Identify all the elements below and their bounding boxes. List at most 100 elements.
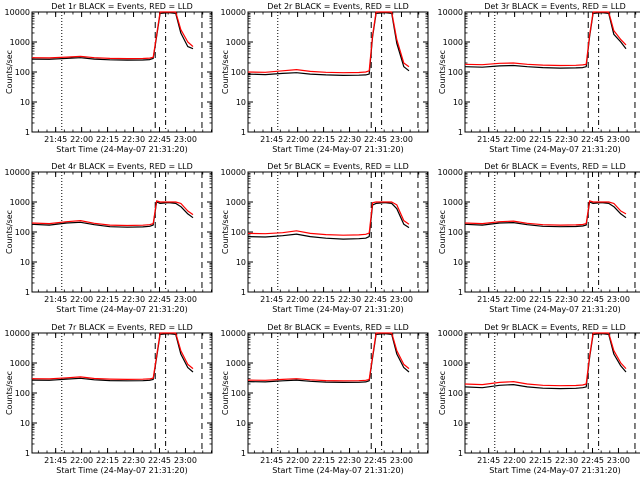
chart-panel-4: Det 4r BLACK = Events, RED = LLD 1 10 100 10…	[5, 162, 213, 314]
y-axis-label: Counts/sec	[221, 50, 230, 94]
x-tick-label: 22:15	[96, 456, 119, 465]
y-tick-label: 1	[458, 128, 463, 137]
x-tick-label: 23:00	[174, 456, 197, 465]
y-tick-label: 10	[20, 419, 30, 428]
y-tick-label: 10000	[438, 168, 463, 177]
y-tick-label: 100	[448, 228, 463, 237]
chart-title: Det 4r BLACK = Events, RED = LLD	[51, 162, 193, 171]
x-tick-label: 22:45	[148, 135, 171, 144]
x-tick-label: 22:30	[122, 295, 145, 304]
x-tick-label: 22:45	[581, 295, 604, 304]
lld-series-line	[247, 332, 410, 382]
y-tick-label: 100	[231, 228, 246, 237]
x-axis-label: Start Time (24-May-07 21:31:20)	[56, 466, 187, 475]
x-axis-label: Start Time (24-May-07 21:31:20)	[56, 145, 187, 154]
y-tick-label: 100	[15, 389, 30, 398]
x-tick-label: 22:30	[338, 135, 361, 144]
chart-panel-6: Det 6r BLACK = Events, RED = LLD 1 10 100 10…	[438, 162, 640, 314]
x-tick-label: 22:30	[338, 295, 361, 304]
x-tick-label: 22:00	[503, 295, 526, 304]
y-tick-label: 1	[25, 449, 30, 458]
x-tick-label: 23:00	[390, 135, 413, 144]
x-tick-label: 22:15	[529, 135, 552, 144]
chart-title: Det 2r BLACK = Events, RED = LLD	[267, 2, 409, 11]
y-axis-label: Counts/sec	[221, 371, 230, 415]
x-tick-label: 22:00	[503, 135, 526, 144]
y-axis-label: Counts/sec	[438, 50, 447, 94]
y-tick-label: 100	[448, 68, 463, 77]
x-tick-label: 23:00	[607, 135, 630, 144]
x-tick-label: 21:45	[44, 456, 67, 465]
x-tick-label: 21:45	[477, 456, 500, 465]
y-tick-label: 1000	[226, 38, 246, 47]
plot-frame	[247, 332, 429, 454]
y-tick-label: 1	[458, 288, 463, 297]
x-tick-label: 22:30	[555, 295, 578, 304]
x-tick-label: 22:30	[555, 135, 578, 144]
events-series-line	[464, 201, 627, 228]
x-tick-label: 22:15	[312, 456, 335, 465]
x-tick-label: 22:30	[555, 456, 578, 465]
events-series-line	[247, 202, 410, 240]
y-tick-label: 100	[448, 389, 463, 398]
events-series-line	[464, 12, 627, 69]
x-tick-label: 21:45	[260, 295, 283, 304]
x-tick-label: 21:45	[477, 135, 500, 144]
plot-frame	[31, 171, 213, 293]
y-tick-label: 10	[453, 258, 463, 267]
x-axis-label: Start Time (24-May-07 21:31:20)	[489, 145, 620, 154]
x-axis-label: Start Time (24-May-07 21:31:20)	[272, 305, 403, 314]
chart-title: Det 8r BLACK = Events, RED = LLD	[267, 323, 409, 332]
x-tick-label: 22:30	[122, 456, 145, 465]
y-tick-label: 1	[241, 288, 246, 297]
y-tick-label: 1	[25, 128, 30, 137]
chart-panel-9: Det 9r BLACK = Events, RED = LLD 1 10 100 10…	[438, 323, 640, 475]
x-tick-label: 21:45	[44, 295, 67, 304]
chart-panel-2: Det 2r BLACK = Events, RED = LLD 1 10 100 10…	[221, 2, 429, 154]
x-axis-label: Start Time (24-May-07 21:31:20)	[489, 305, 620, 314]
y-axis-label: Counts/sec	[5, 50, 14, 94]
x-tick-label: 22:45	[364, 456, 387, 465]
x-tick-label: 23:00	[174, 135, 197, 144]
x-tick-label: 22:15	[529, 295, 552, 304]
x-tick-label: 22:45	[148, 456, 171, 465]
events-series-line	[247, 333, 410, 383]
y-tick-label: 10000	[438, 329, 463, 338]
y-axis-label: Counts/sec	[5, 371, 14, 415]
chart-title: Det 7r BLACK = Events, RED = LLD	[51, 323, 193, 332]
y-tick-label: 1000	[443, 359, 463, 368]
lld-series-line	[464, 11, 627, 67]
x-tick-label: 21:45	[477, 295, 500, 304]
x-tick-label: 22:15	[312, 295, 335, 304]
y-tick-label: 100	[231, 68, 246, 77]
chart-panel-5: Det 5r BLACK = Events, RED = LLD 1 10 100 10…	[221, 162, 429, 314]
y-tick-label: 10	[236, 419, 246, 428]
x-tick-label: 22:30	[122, 135, 145, 144]
plot-frame	[31, 332, 213, 454]
plot-frame	[247, 171, 429, 293]
x-tick-label: 22:15	[312, 135, 335, 144]
y-axis-label: Counts/sec	[438, 210, 447, 254]
x-tick-label: 22:15	[529, 456, 552, 465]
y-tick-label: 10000	[5, 8, 30, 17]
chart-panel-7: Det 7r BLACK = Events, RED = LLD 1 10 100 10…	[5, 323, 213, 475]
x-tick-label: 22:45	[148, 295, 171, 304]
y-tick-label: 10000	[438, 8, 463, 17]
chart-title: Det 3r BLACK = Events, RED = LLD	[484, 2, 626, 11]
events-series-line	[31, 333, 194, 382]
x-tick-label: 22:45	[364, 295, 387, 304]
lld-series-line	[247, 11, 410, 74]
lld-series-line	[464, 200, 627, 226]
x-tick-label: 23:00	[390, 456, 413, 465]
x-tick-label: 22:30	[338, 456, 361, 465]
x-tick-label: 22:15	[96, 135, 119, 144]
y-tick-label: 1000	[10, 198, 30, 207]
chart-title: Det 6r BLACK = Events, RED = LLD	[484, 162, 626, 171]
y-tick-label: 1000	[226, 359, 246, 368]
events-series-line	[31, 201, 194, 228]
x-tick-label: 23:00	[390, 295, 413, 304]
events-series-line	[464, 333, 627, 390]
y-tick-label: 1000	[10, 359, 30, 368]
y-tick-label: 10	[236, 258, 246, 267]
y-tick-label: 100	[15, 68, 30, 77]
